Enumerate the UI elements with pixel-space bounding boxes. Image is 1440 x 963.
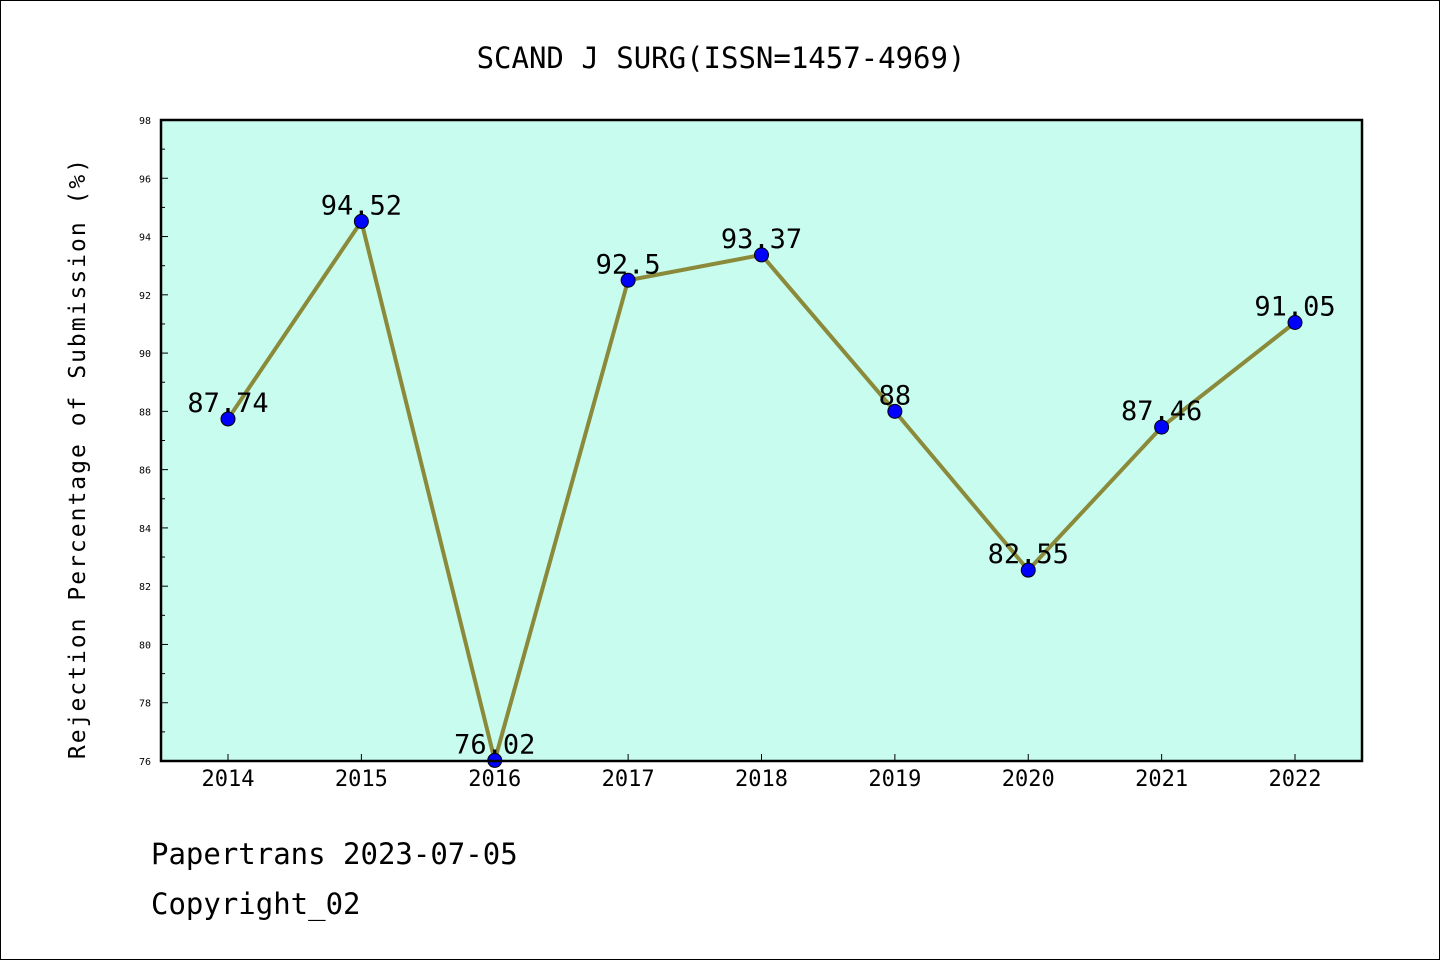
y-tick-label: 84 [139, 524, 151, 535]
data-point [1287, 314, 1303, 330]
y-tick-label: 86 [139, 466, 151, 477]
x-tick-label: 2021 [1135, 767, 1188, 792]
x-tick-label: 2020 [1002, 767, 1055, 792]
x-tick-label: 2015 [335, 767, 388, 792]
plot-border [159, 118, 1364, 763]
y-tick-label: 98 [139, 116, 151, 127]
data-point [1154, 419, 1170, 435]
data-point [353, 213, 369, 229]
footer-copyright: Copyright_02 [151, 887, 361, 921]
data-label: 87.74 [187, 388, 268, 419]
data-label: 87.46 [1121, 396, 1202, 427]
y-axis-label: Rejection Percentage of Submission (%) [65, 157, 91, 759]
data-label: 82.55 [988, 539, 1069, 570]
y-tick-label: 90 [139, 349, 151, 360]
data-label: 93.37 [721, 224, 802, 255]
x-tick-label: 2018 [735, 767, 788, 792]
data-point [887, 403, 903, 419]
y-tick-label: 76 [139, 757, 151, 768]
x-tick-label: 2022 [1269, 767, 1322, 792]
x-tick-label: 2014 [202, 767, 255, 792]
y-tick-label: 96 [139, 174, 151, 185]
data-label: 94.52 [321, 190, 402, 221]
y-tick-label: 82 [139, 582, 151, 593]
data-label: 76.02 [454, 729, 535, 760]
data-point [620, 272, 636, 288]
y-tick-label: 92 [139, 291, 151, 302]
y-tick-label: 94 [139, 233, 151, 244]
y-tick-label: 78 [139, 699, 151, 710]
x-tick-label: 2019 [868, 767, 921, 792]
y-tick-label: 88 [139, 407, 151, 418]
data-point [754, 247, 769, 263]
data-label: 92.5 [596, 249, 661, 280]
data-point [1020, 562, 1036, 578]
chart-title: SCAND J SURG(ISSN=1457-4969) [477, 41, 966, 75]
data-label: 91.05 [1254, 291, 1335, 322]
data-point [220, 411, 236, 427]
data-label: 88 [879, 380, 912, 411]
x-tick-label: 2016 [468, 767, 521, 792]
x-tick-label: 2017 [602, 767, 655, 792]
footer-source-date: Papertrans 2023-07-05 [151, 837, 518, 871]
y-tick-label: 80 [139, 640, 151, 651]
